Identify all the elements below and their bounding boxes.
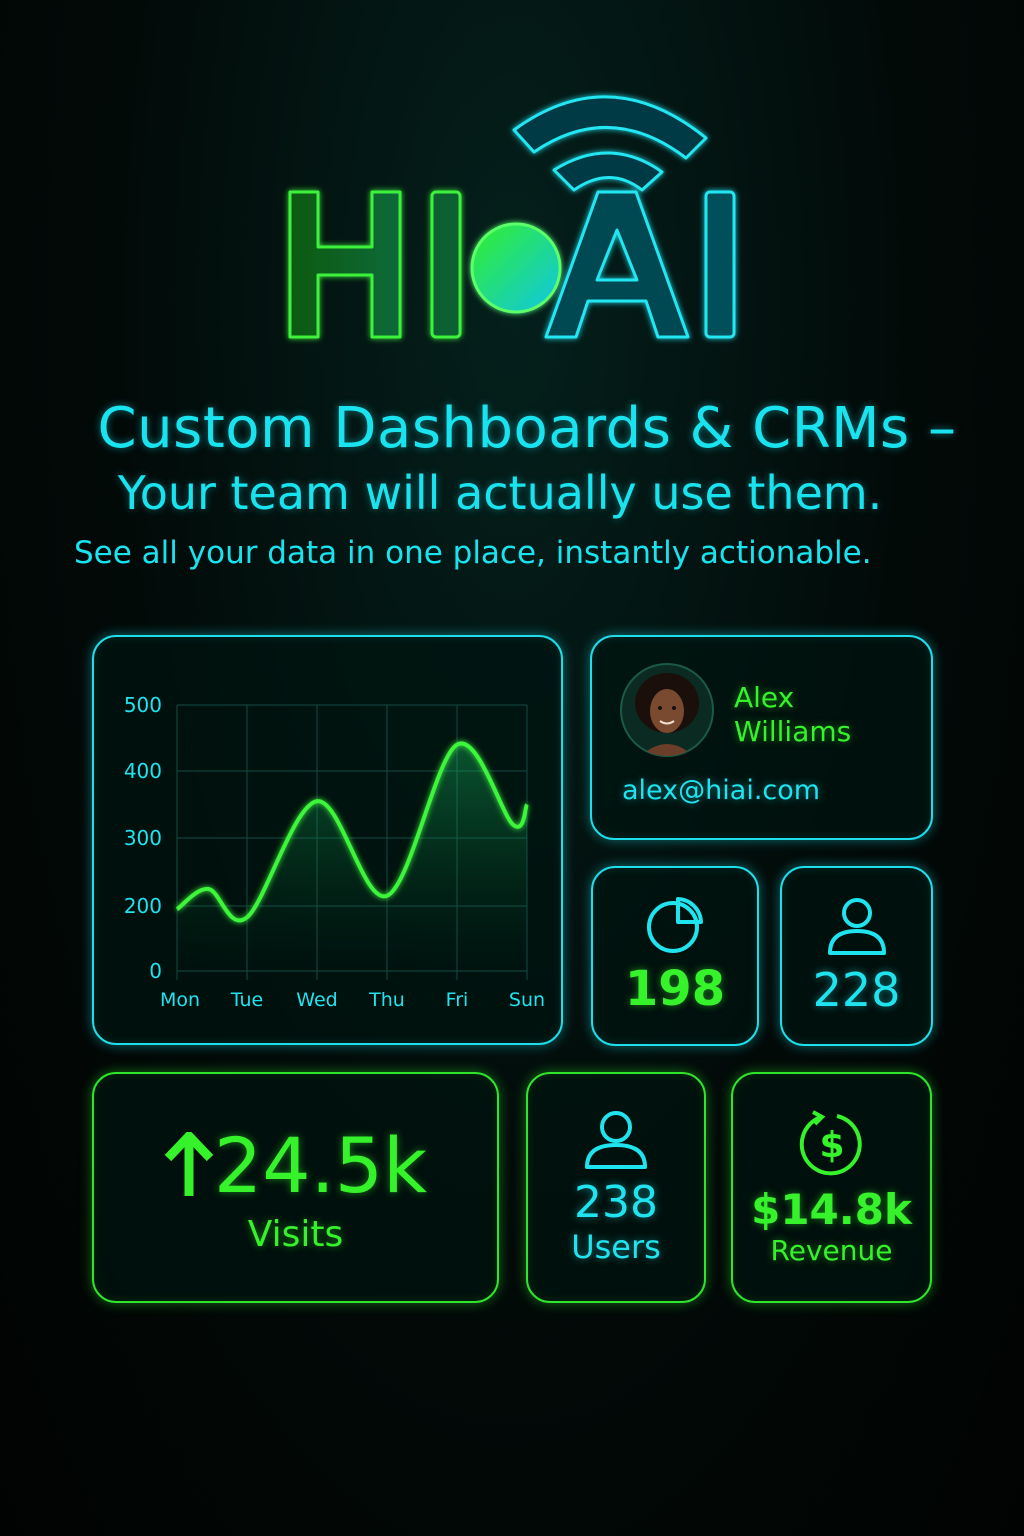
avatar — [620, 663, 714, 757]
profile-first-name: Alex — [734, 681, 795, 714]
stat-card-pie[interactable]: 198 — [591, 866, 759, 1046]
users-label: Users — [571, 1228, 661, 1266]
x-tick-label: Sun — [509, 989, 545, 1011]
headline-line1: Custom Dashboards & CRMs – — [97, 396, 957, 461]
users-value: 238 — [574, 1177, 658, 1228]
y-tick-label: 300 — [124, 826, 162, 850]
profile-email[interactable]: alex@hiai.com — [622, 775, 821, 806]
y-tick-label: 0 — [149, 959, 162, 983]
y-tick-label: 500 — [124, 693, 162, 717]
subtitle: See all your data in one place, instantl… — [74, 535, 872, 571]
revenue-card[interactable]: $ $14.8k Revenue — [731, 1072, 932, 1303]
user-icon — [585, 1111, 647, 1169]
logo-letter-i — [430, 190, 462, 339]
visits-card[interactable]: 24.5k Visits — [92, 1072, 499, 1303]
profile-last-name: Williams — [734, 715, 852, 748]
logo-dot — [470, 222, 562, 314]
wifi-signal-icon — [512, 95, 708, 192]
profile-card[interactable]: Alex Williams alex@hiai.com — [590, 635, 933, 840]
dollar-cycle-icon: $ — [799, 1109, 862, 1175]
hiai-logo — [288, 95, 736, 339]
x-tick-label: Tue — [230, 989, 263, 1011]
logo-letter-h — [288, 190, 402, 339]
visits-value: 24.5k — [213, 1120, 428, 1210]
svg-text:$: $ — [819, 1125, 844, 1166]
revenue-value: $14.8k — [751, 1184, 912, 1234]
x-tick-label: Fri — [446, 989, 469, 1011]
user-icon — [827, 898, 886, 955]
headline-line2: Your team will actually use them. — [117, 466, 883, 520]
pie-chart-icon — [647, 897, 703, 953]
arrow-up-icon — [164, 1132, 214, 1196]
x-tick-label: Wed — [296, 989, 337, 1011]
logo-letter-a — [544, 190, 690, 339]
y-tick-label: 200 — [124, 894, 162, 918]
line-chart: 500 400 300 200 0 Mon Tue Wed Thu Fri Sun — [124, 693, 545, 1011]
stat-value: 198 — [624, 961, 726, 1017]
logo-letter-i2 — [704, 190, 736, 339]
x-tick-label: Mon — [160, 989, 200, 1011]
revenue-label: Revenue — [770, 1233, 893, 1267]
users-card[interactable]: 238 Users — [526, 1072, 706, 1303]
stat-value: 228 — [812, 963, 901, 1017]
chart-area — [177, 743, 527, 971]
x-tick-label: Thu — [368, 989, 405, 1011]
stat-card-users[interactable]: 228 — [780, 866, 933, 1046]
chart-line — [175, 741, 529, 923]
y-tick-label: 400 — [124, 759, 162, 783]
visits-label: Visits — [247, 1213, 344, 1255]
